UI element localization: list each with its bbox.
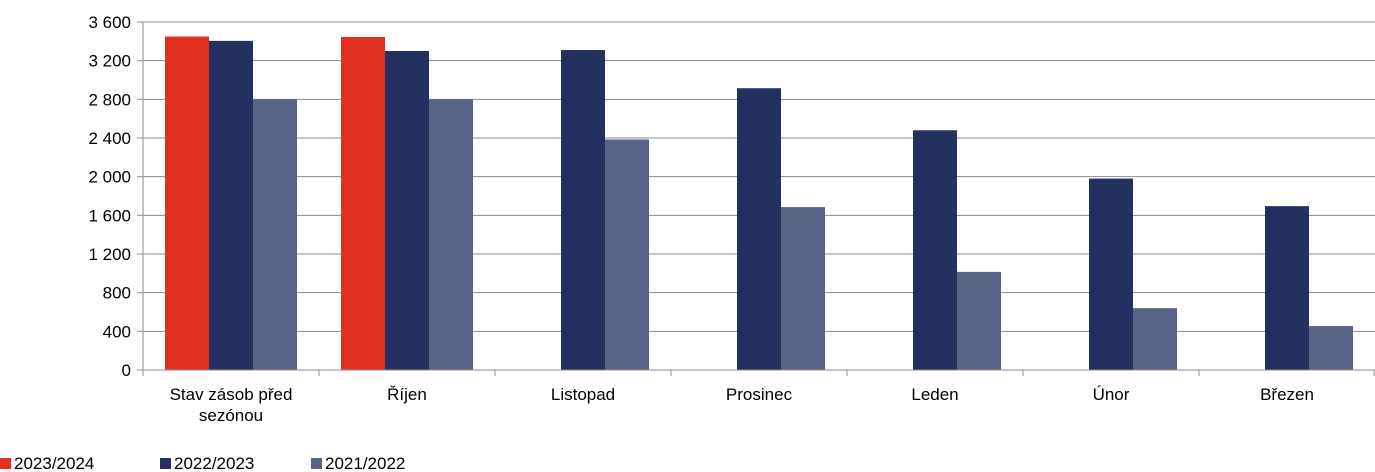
legend-label: 2022/2023 [174,454,254,472]
y-tick-label: 2 800 [88,90,131,109]
legend-label: 2021/2022 [325,454,405,472]
x-category-label: Stav zásob před sezónou [170,385,293,425]
bar-2023-2024-0 [165,36,209,370]
legend-swatch [0,458,11,469]
bar-2021-2022-2 [605,139,649,370]
axes [137,21,1375,376]
bar-2021-2022-4 [957,271,1001,370]
bar-2023-2024-1 [341,36,385,370]
bar-2022-2023-5 [1089,178,1133,370]
y-tick-label: 3 600 [88,13,131,32]
legend-swatch [311,458,322,469]
y-axis-tick-labels: 0 400 800 1 200 1 600 2 000 2 400 2 800 3 200 3 6… [88,13,131,380]
bar-2021-2022-3 [781,207,825,370]
bar-2021-2022-6 [1309,326,1353,370]
bar-2021-2022-5 [1133,308,1177,370]
y-tick-label: 400 [103,322,131,341]
y-tick-label: 2 400 [88,129,131,148]
y-tick-label: 3 200 [88,52,131,71]
bar-2021-2022-1 [429,99,473,370]
x-category-label: Březen [1260,385,1314,404]
legend-swatch [160,458,171,469]
bar-2022-2023-4 [913,130,957,370]
y-tick-label: 0 [122,361,131,380]
bar-2022-2023-2 [561,50,605,371]
y-tick-label: 1 200 [88,245,131,264]
x-category-label: Prosinec [726,385,793,404]
legend: 2023/2024 2022/2023 2021/2022 [0,454,405,472]
y-tick-label: 800 [103,284,131,303]
bar-2022-2023-1 [385,51,429,370]
bar-2022-2023-3 [737,88,781,370]
y-tick-label: 1 600 [88,206,131,225]
bar-2022-2023-0 [209,40,253,370]
x-category-label: Listopad [551,385,615,404]
x-category-label: Říjen [387,385,427,404]
x-category-label: Leden [911,385,958,404]
x-axis-category-labels: Stav zásob před sezónou Říjen Listopad Prosi… [170,385,1314,425]
y-tick-label: 2 000 [88,168,131,187]
bar-2021-2022-0 [253,99,297,370]
bar-2022-2023-6 [1265,206,1309,370]
bars [165,36,1353,371]
legend-label: 2023/2024 [14,454,94,472]
x-category-label: Únor [1093,385,1130,404]
